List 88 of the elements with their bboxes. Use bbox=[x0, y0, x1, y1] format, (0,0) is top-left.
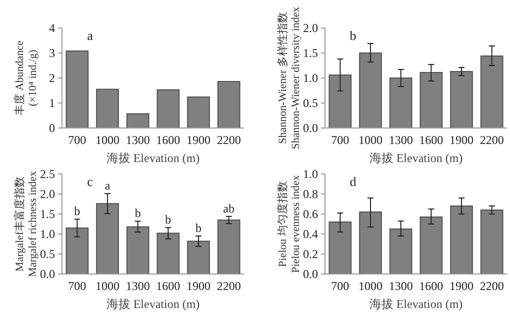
annotation: b bbox=[165, 212, 172, 227]
x-tick-label: 1600 bbox=[419, 133, 444, 147]
bar bbox=[389, 78, 412, 128]
x-tick-label: 1000 bbox=[358, 279, 382, 293]
x-tick-label: 1600 bbox=[156, 279, 180, 293]
bar bbox=[156, 232, 180, 274]
x-tick-label: 1600 bbox=[156, 133, 180, 147]
x-axis-title: 海拔 Elevation (m) bbox=[106, 297, 200, 311]
x-axis-title: 海拔 Elevation (m) bbox=[369, 297, 463, 311]
bar bbox=[480, 56, 504, 128]
x-tick-label: 700 bbox=[331, 279, 350, 293]
y-axis-title: Margalef丰富度指数 Margalef richness index bbox=[13, 170, 39, 278]
y-tick-label: 2.0 bbox=[40, 187, 55, 202]
x-tick-label: 1900 bbox=[186, 133, 210, 147]
x-tick-label: 700 bbox=[331, 133, 350, 147]
annotation: b bbox=[196, 221, 202, 235]
bar bbox=[420, 216, 443, 274]
annotation: b bbox=[74, 204, 80, 218]
y-tick-label: 2.5 bbox=[40, 167, 55, 182]
annotation: ab bbox=[223, 201, 234, 216]
y-tick-label: 0.0 bbox=[303, 121, 318, 136]
bar bbox=[187, 96, 210, 128]
y-tick-label: 1.0 bbox=[303, 71, 318, 86]
x-tick-label: 1900 bbox=[186, 279, 210, 293]
bar bbox=[217, 220, 240, 274]
y-axis-title: Pielou 均匀度指数 Pielou evenness index bbox=[276, 174, 302, 273]
x-axis-title: 海拔 Elevation (m) bbox=[106, 151, 200, 165]
y-tick-label: 4 bbox=[49, 21, 55, 36]
bar bbox=[126, 113, 150, 128]
y-tick-label: 0.5 bbox=[40, 247, 55, 262]
y-tick-label: 1.0 bbox=[40, 227, 55, 242]
bar bbox=[66, 50, 89, 128]
bar bbox=[359, 212, 382, 274]
x-tick-label: 1300 bbox=[126, 279, 150, 293]
x-tick-label: 2200 bbox=[216, 133, 241, 147]
bar bbox=[389, 228, 412, 274]
bar bbox=[328, 222, 352, 274]
annotation: a bbox=[104, 178, 111, 193]
x-tick-label: 700 bbox=[68, 133, 86, 147]
bar bbox=[126, 226, 150, 274]
annotation: b bbox=[134, 206, 141, 220]
y-axis-title: 丰度 Abundance (×10⁴ ind./g) bbox=[13, 40, 39, 116]
y-tick-label: 0.4 bbox=[303, 227, 318, 242]
bar bbox=[217, 81, 240, 128]
y-tick-label: 0.2 bbox=[303, 247, 318, 262]
x-tick-label: 1000 bbox=[96, 279, 120, 293]
bar bbox=[66, 228, 89, 274]
y-tick-label: 3 bbox=[49, 46, 55, 60]
x-tick-label: 1000 bbox=[358, 133, 382, 147]
y-tick-label: 0.8 bbox=[303, 187, 318, 202]
bar bbox=[156, 89, 180, 128]
y-tick-label: 2 bbox=[49, 71, 55, 86]
x-tick-label: 2200 bbox=[480, 133, 504, 147]
bar bbox=[96, 88, 119, 128]
x-tick-label: 1300 bbox=[388, 133, 413, 147]
bar bbox=[450, 71, 473, 128]
annotation: c bbox=[87, 174, 94, 189]
bar bbox=[480, 210, 504, 274]
x-tick-label: 1000 bbox=[96, 133, 120, 147]
y-tick-label: 0.0 bbox=[40, 267, 55, 282]
x-tick-label: 700 bbox=[68, 279, 86, 293]
annotation: b bbox=[350, 28, 356, 43]
y-axis-title: Shannon-Wiener 多样性指数 Shannon-Wiener diversity index bbox=[277, 6, 302, 150]
annotation: d bbox=[350, 174, 357, 189]
bar bbox=[187, 240, 210, 274]
bar bbox=[450, 206, 473, 274]
x-tick-label: 2200 bbox=[480, 279, 504, 293]
y-tick-label: 0.5 bbox=[303, 96, 318, 110]
bar bbox=[96, 203, 119, 274]
y-tick-label: 1.0 bbox=[303, 167, 318, 182]
x-tick-label: 1600 bbox=[419, 279, 444, 293]
bar bbox=[420, 72, 443, 128]
bar bbox=[359, 52, 382, 128]
y-tick-label: 2.0 bbox=[303, 21, 318, 36]
y-tick-label: 1.5 bbox=[303, 46, 318, 60]
y-tick-label: 0 bbox=[49, 121, 55, 136]
x-tick-label: 1300 bbox=[388, 279, 413, 293]
x-tick-label: 2200 bbox=[216, 279, 241, 293]
x-tick-label: 1300 bbox=[126, 133, 150, 147]
y-tick-label: 1 bbox=[49, 96, 55, 110]
x-tick-label: 1900 bbox=[450, 279, 474, 293]
x-tick-label: 1900 bbox=[450, 133, 474, 147]
y-tick-label: 0.0 bbox=[303, 267, 318, 282]
y-tick-label: 1.5 bbox=[40, 207, 55, 222]
bar bbox=[328, 74, 352, 128]
x-axis-title: 海拔 Elevation (m) bbox=[369, 151, 463, 165]
annotation: a bbox=[87, 28, 94, 43]
y-tick-label: 0.6 bbox=[303, 207, 318, 222]
